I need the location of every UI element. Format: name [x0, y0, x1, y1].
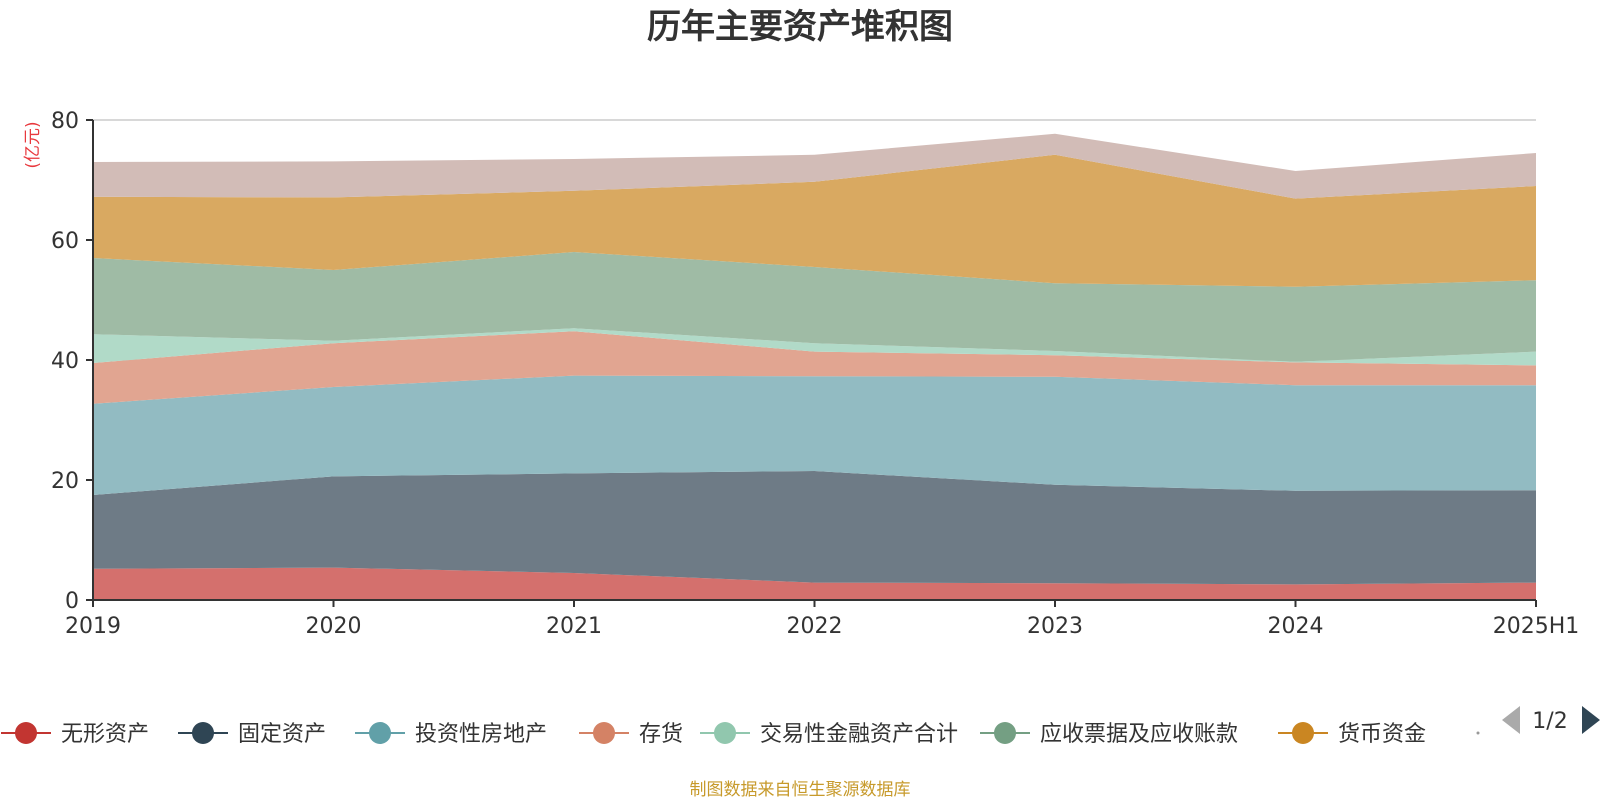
area-layers — [93, 133, 1536, 600]
y-tick-label: 60 — [51, 229, 79, 254]
legend-marker-icon — [1292, 722, 1314, 744]
legend-label: 应收票据及应收账款 — [1040, 722, 1238, 747]
source-note: 制图数据来自恒生聚源数据库 — [690, 780, 911, 800]
y-tick-label: 0 — [65, 589, 79, 614]
x-tick-label: 2021 — [546, 614, 602, 639]
legend-overflow-dot — [1476, 731, 1480, 735]
x-tick-label: 2023 — [1027, 614, 1083, 639]
legend-marker-icon — [593, 722, 615, 744]
area-series-1 — [93, 471, 1536, 585]
y-axis-unit: (亿元) — [23, 121, 43, 168]
legend-label: 货币资金 — [1338, 722, 1426, 747]
legend-marker-icon — [714, 722, 736, 744]
x-tick-label: 2022 — [787, 614, 843, 639]
legend-marker-icon — [369, 722, 391, 744]
y-tick-label: 80 — [51, 109, 79, 134]
legend-marker-icon — [994, 722, 1016, 744]
area-series-6 — [93, 154, 1536, 287]
area-series-2 — [93, 375, 1536, 495]
legend-label: 交易性金融资产合计 — [760, 722, 958, 747]
x-tick-label: 2025H1 — [1493, 614, 1580, 639]
legend-page-indicator: 1/2 — [1532, 709, 1567, 734]
legend-marker-icon — [15, 722, 37, 744]
legend-label: 无形资产 — [61, 722, 149, 747]
area-series-0 — [93, 567, 1536, 600]
legend-item-2[interactable]: 投资性房地产 — [355, 722, 547, 747]
legend-item-1[interactable]: 固定资产 — [178, 722, 326, 747]
area-series-7 — [93, 133, 1536, 199]
legend-next-icon[interactable] — [1582, 706, 1600, 734]
axes: 0 20 40 60 80 2019 2020 2021 2022 2023 2024 2025H1 — [51, 109, 1579, 639]
legend-pager: 1/2 — [1502, 706, 1600, 734]
x-tick-label: 2020 — [306, 614, 362, 639]
legend-item-6[interactable]: 货币资金 — [1278, 722, 1426, 747]
legend-label: 固定资产 — [238, 722, 326, 747]
legend-prev-icon[interactable] — [1502, 706, 1520, 734]
x-tick-label: 2019 — [65, 614, 121, 639]
area-series-3 — [93, 331, 1536, 404]
legend-marker-icon — [192, 722, 214, 744]
legend-item-5[interactable]: 应收票据及应收账款 — [980, 722, 1238, 747]
legend-label: 投资性房地产 — [415, 722, 547, 747]
legend-label: 存货 — [639, 722, 683, 747]
legend-item-3[interactable]: 存货 — [579, 722, 683, 747]
legend: 无形资产 固定资产 投资性房地产 存货 交易性金融资产合计 应收票据及应收账款 货币资金 — [1, 722, 1480, 747]
legend-item-0[interactable]: 无形资产 — [1, 722, 149, 747]
legend-item-4[interactable]: 交易性金融资产合计 — [700, 722, 958, 747]
chart-title: 历年主要资产堆积图 — [647, 7, 953, 47]
area-series-5 — [93, 252, 1536, 362]
x-tick-label: 2024 — [1268, 614, 1324, 639]
y-tick-label: 20 — [51, 469, 79, 494]
y-tick-label: 40 — [51, 349, 79, 374]
area-series-4 — [93, 328, 1536, 366]
